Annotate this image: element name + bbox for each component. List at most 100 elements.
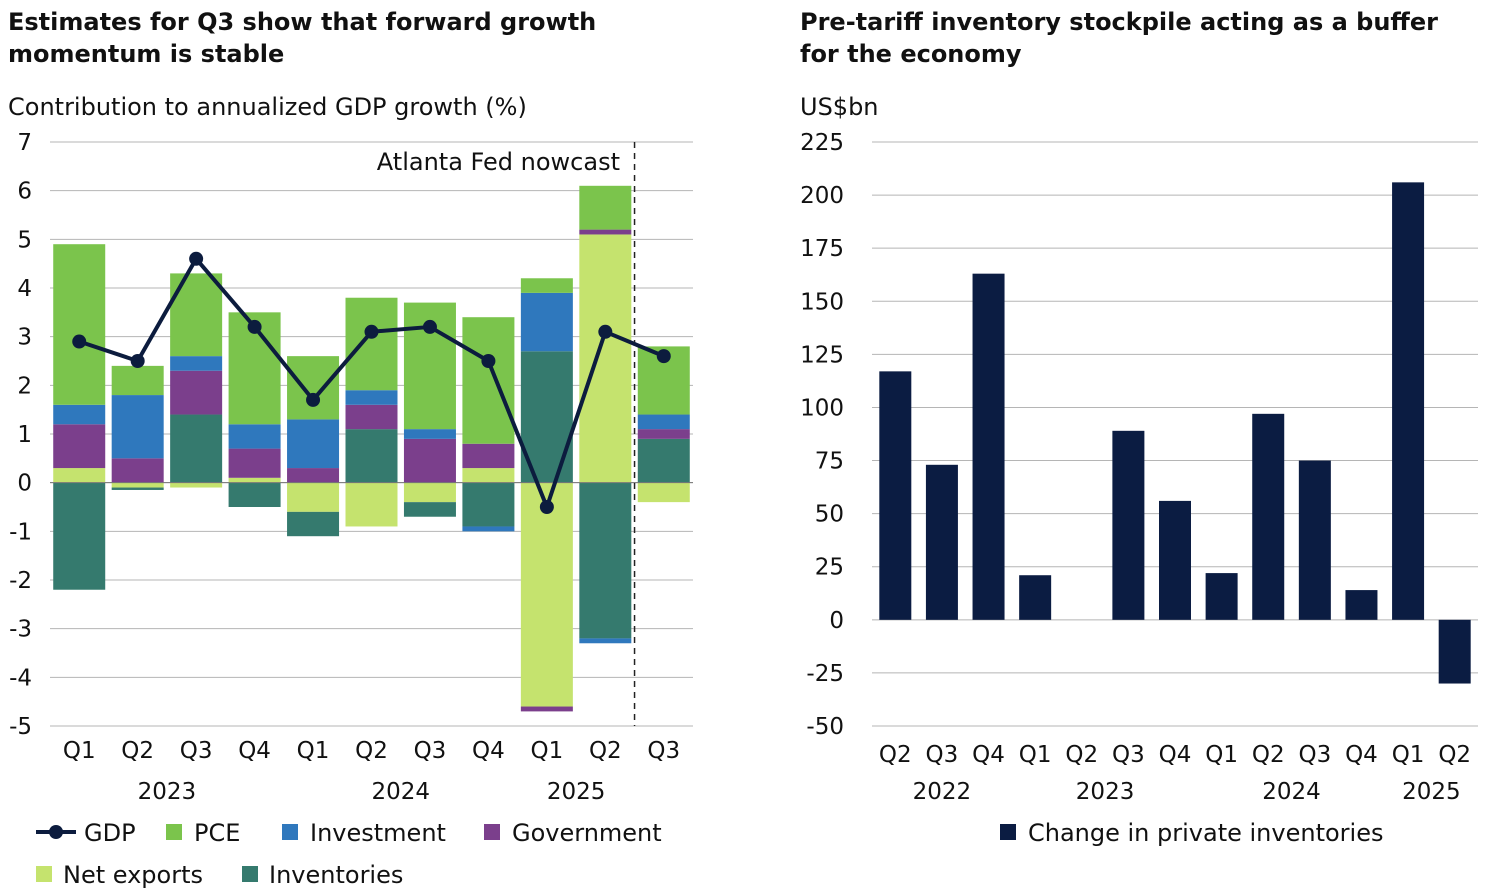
bar-private-inventories [1159, 500, 1191, 620]
bar-private-inventories [1298, 460, 1331, 620]
bar-investment [228, 424, 281, 449]
right-chart: 225 200 175 150 125 100 75 50 25 0 -25 -50 Q2 Q3 Q4 Q1 Q… [800, 130, 1478, 805]
left-y-tick-label: 7 [17, 130, 32, 156]
bar-government [403, 438, 456, 483]
bar-private-inventories [1205, 573, 1238, 620]
bar-government [345, 404, 398, 430]
bar-investment [462, 526, 515, 532]
left-y-tick-label: 2 [17, 373, 32, 399]
bar-net-exports [462, 468, 515, 483]
left-year-label: 2025 [547, 779, 606, 805]
bar-pce [462, 317, 515, 444]
bar-investment [520, 292, 573, 352]
left-x-tick-label: Q3 [414, 738, 447, 764]
bar-investment [287, 419, 340, 469]
right-x-tick-label: Q3 [1112, 742, 1145, 768]
right-y-tick-label: -25 [806, 661, 844, 687]
bar-government [228, 448, 281, 478]
gdp-point [189, 251, 204, 266]
bar-government [170, 370, 223, 415]
bar-private-inventories [925, 464, 958, 620]
legend-private-inventories-label: Change in private inventories [1028, 819, 1383, 847]
right-y-tick-label: -50 [806, 714, 844, 740]
right-x-tick-label: Q4 [972, 742, 1005, 768]
bar-net-exports [228, 477, 281, 483]
right-x-tick-label: Q4 [1345, 742, 1378, 768]
bar-pce [170, 273, 223, 357]
bar-inventories [403, 502, 456, 517]
bar-pce [579, 185, 632, 230]
bar-government [111, 458, 164, 483]
right-year-label: 2025 [1402, 779, 1461, 805]
left-y-tick-label: -2 [9, 568, 32, 594]
left-y-tick-label: -4 [9, 665, 32, 691]
bar-net-exports [345, 482, 398, 527]
bar-investment [345, 390, 398, 405]
left-x-tick-label: Q4 [472, 738, 505, 764]
bar-inventories [637, 438, 690, 483]
legend-gdp-label: GDP [84, 819, 136, 847]
right-y-tick-label: 175 [800, 236, 844, 262]
bar-private-inventories [1019, 575, 1052, 620]
bar-investment [53, 404, 106, 425]
bar-inventories [228, 482, 281, 507]
right-y-tick-label: 125 [800, 342, 844, 368]
right-chart-ylabel: US$bn [800, 93, 879, 121]
bar-net-exports [53, 468, 106, 483]
right-x-tick-label: Q3 [1298, 742, 1331, 768]
right-y-tick-label: 150 [800, 289, 844, 315]
left-y-tick-label: -3 [9, 617, 32, 643]
left-y-tick-label: 0 [17, 471, 32, 497]
left-x-tick-label: Q2 [355, 738, 388, 764]
bar-net-exports [170, 482, 223, 488]
bar-pce [345, 297, 398, 391]
right-x-tick-label: Q1 [1205, 742, 1238, 768]
bar-government [53, 424, 106, 469]
gdp-point [72, 334, 87, 349]
bar-inventories [111, 487, 164, 490]
left-y-tick-label: -5 [9, 714, 32, 740]
right-x-tick-label: Q2 [879, 742, 912, 768]
right-x-tick-label: Q2 [1438, 742, 1471, 768]
left-x-tick-label: Q4 [238, 738, 271, 764]
bar-net-exports [403, 482, 456, 503]
right-x-tick-label: Q2 [1252, 742, 1285, 768]
left-x-tick-label: Q3 [647, 738, 680, 764]
legend-net-exports-label: Net exports [63, 861, 203, 889]
right-y-tick-label: 225 [800, 130, 844, 156]
bar-government [637, 429, 690, 439]
right-year-label: 2024 [1262, 779, 1321, 805]
bar-government [520, 706, 573, 712]
left-x-tick-label: Q1 [297, 738, 330, 764]
left-chart-title-line-2: momentum is stable [8, 40, 284, 68]
legend-gdp-marker [49, 825, 63, 839]
right-x-tick-label: Q1 [1019, 742, 1052, 768]
bar-private-inventories [879, 371, 912, 620]
bar-private-inventories [1112, 430, 1145, 620]
right-x-tick-label: Q4 [1159, 742, 1192, 768]
nowcast-annotation: Atlanta Fed nowcast [377, 148, 620, 176]
left-y-tick-label: 5 [17, 227, 32, 253]
gdp-point [247, 319, 262, 334]
legend-inventories-swatch [242, 866, 258, 882]
gdp-point [422, 319, 437, 334]
bar-pce [111, 365, 164, 396]
right-x-tick-label: Q3 [926, 742, 959, 768]
bar-inventories [287, 511, 340, 537]
bar-pce [53, 244, 106, 405]
bar-pce [520, 278, 573, 293]
right-y-tick-label: 50 [815, 502, 844, 528]
legend-private-inventories-swatch [1000, 824, 1016, 840]
right-y-tick-label: 200 [800, 183, 844, 209]
bar-inventories [345, 429, 398, 483]
left-y-tick-label: 1 [17, 422, 32, 448]
gdp-point [656, 349, 671, 364]
bar-inventories [462, 482, 515, 527]
legend-inventories-label: Inventories [269, 861, 403, 889]
bar-net-exports [579, 234, 632, 483]
left-x-tick-label: Q2 [121, 738, 154, 764]
left-legend: GDP PCE Investment Government Net export… [36, 819, 662, 889]
left-x-tick-label: Q3 [180, 738, 213, 764]
bar-investment [403, 429, 456, 439]
left-chart-ylabel: Contribution to annualized GDP growth (%… [8, 93, 527, 121]
